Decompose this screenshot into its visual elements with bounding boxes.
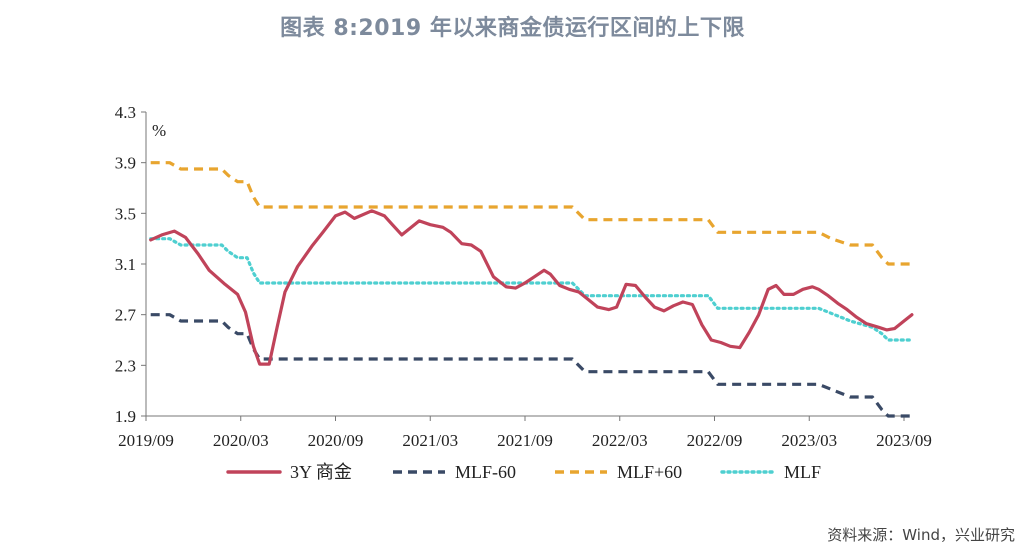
series-line-mlf+60 [150,161,912,266]
series-line-3y [149,209,914,366]
y-tick-label: 4.3 [115,103,136,122]
legend-label: MLF [784,462,821,482]
y-tick-label: 2.7 [115,306,137,325]
legend-label: MLF-60 [455,462,516,482]
y-tick-label: 2.3 [115,356,136,375]
x-tick-label: 2020/03 [213,431,269,450]
chart-legend: 3Y 商金 MLF-60 MLF+60 MLF [226,462,821,482]
source-note: 资料来源：Wind，兴业研究 [827,526,1015,544]
y-unit-label: % [152,121,166,140]
y-tick-label: 3.5 [115,204,136,223]
legend-label: MLF+60 [617,462,682,482]
series-line-mlf-60 [150,313,912,418]
y-tick-label: 1.9 [115,407,136,426]
series-line-mlf [149,237,914,342]
y-tick-label: 3.1 [115,255,136,274]
x-tick-label: 2019/09 [118,431,174,450]
chart-title: 图表 8:2019 年以来商金债运行区间的上下限 [280,16,745,41]
series-layer [149,161,914,418]
x-tick-label: 2022/03 [592,431,648,450]
x-tick-label: 2023/09 [876,431,932,450]
x-tick-label: 2021/03 [402,431,458,450]
x-tick-label: 2021/09 [497,431,553,450]
chart-axes: 4.3 3.9 3.5 3.1 2.7 2.3 1.9 2019/09 2020/03 2020/… [115,103,932,450]
x-tick-label: 2020/09 [308,431,364,450]
x-tick-label: 2022/09 [687,431,743,450]
x-tick-label: 2023/03 [781,431,837,450]
legend-label: 3Y 商金 [290,462,352,482]
y-tick-label: 3.9 [115,154,136,173]
